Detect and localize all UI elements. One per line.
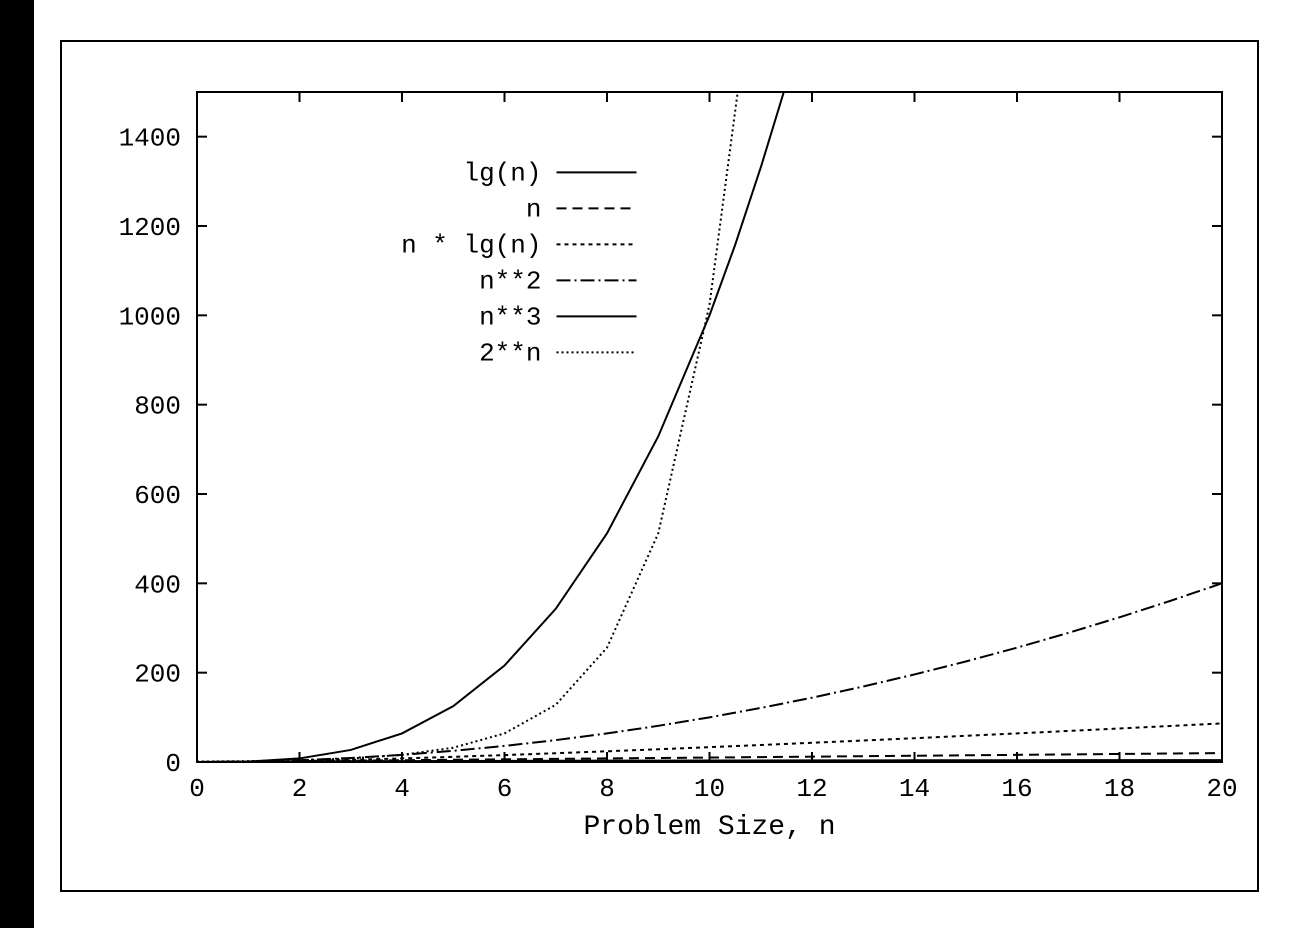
complexity-chart: 0246810121416182002004006008001000120014… <box>62 42 1257 890</box>
chart-frame: 0246810121416182002004006008001000120014… <box>60 40 1259 892</box>
x-tick-label: 18 <box>1104 774 1135 804</box>
series-n3 <box>197 92 784 762</box>
y-tick-label: 1200 <box>119 213 181 243</box>
series-n2 <box>197 583 1222 762</box>
legend-label: lg(n) <box>463 158 541 188</box>
y-tick-label: 0 <box>165 749 181 779</box>
x-tick-label: 0 <box>189 774 205 804</box>
y-tick-label: 1000 <box>119 302 181 332</box>
left-black-bar <box>0 0 34 928</box>
legend-label: n**2 <box>479 266 541 296</box>
x-tick-label: 4 <box>394 774 410 804</box>
legend-label: n**3 <box>479 302 541 332</box>
x-tick-label: 6 <box>497 774 513 804</box>
x-tick-label: 16 <box>1001 774 1032 804</box>
plot-box <box>197 92 1222 762</box>
legend-label: n * lg(n) <box>401 230 541 260</box>
y-tick-label: 400 <box>134 570 181 600</box>
x-tick-label: 12 <box>796 774 827 804</box>
y-tick-label: 200 <box>134 660 181 690</box>
y-tick-label: 800 <box>134 392 181 422</box>
y-tick-label: 1400 <box>119 124 181 154</box>
x-tick-label: 2 <box>292 774 308 804</box>
legend-label: 2**n <box>479 338 541 368</box>
legend-label: n <box>526 194 542 224</box>
x-tick-label: 8 <box>599 774 615 804</box>
x-tick-label: 10 <box>694 774 725 804</box>
series-group <box>197 92 1222 762</box>
x-axis-label: Problem Size, n <box>583 812 835 843</box>
page-root: 0246810121416182002004006008001000120014… <box>0 0 1315 928</box>
x-tick-label: 20 <box>1206 774 1237 804</box>
y-tick-label: 600 <box>134 481 181 511</box>
series-two_n <box>197 92 738 762</box>
x-tick-label: 14 <box>899 774 930 804</box>
